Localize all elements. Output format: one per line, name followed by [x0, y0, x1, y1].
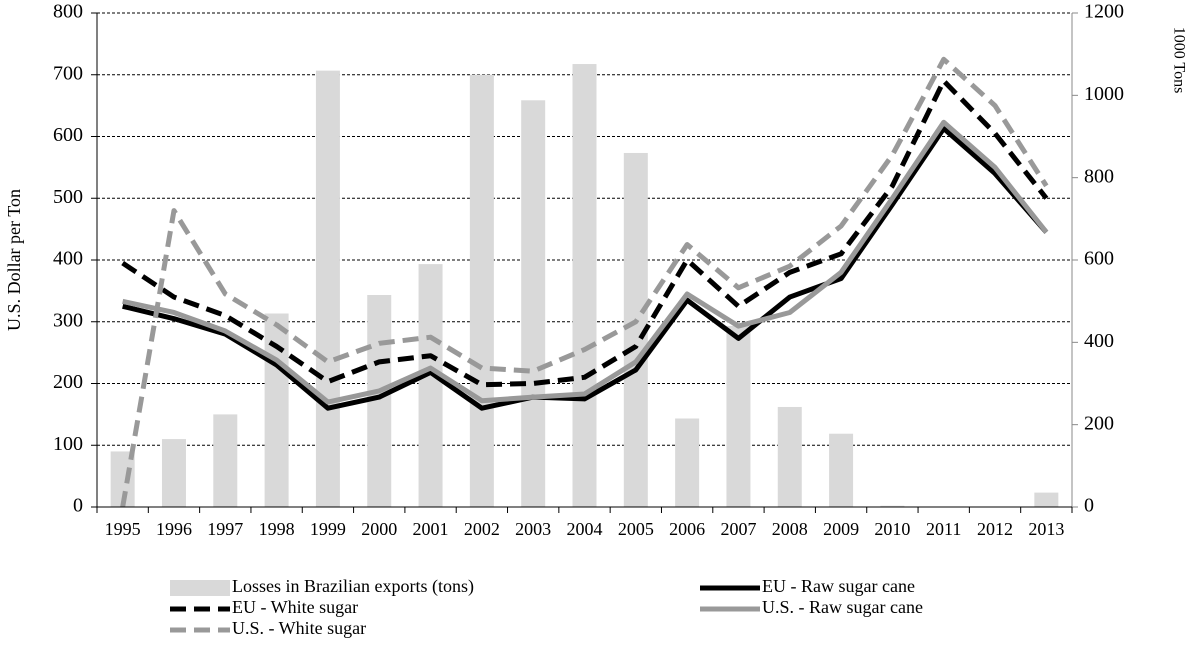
bar — [469, 74, 494, 507]
y2-tick-label: 400 — [1084, 330, 1114, 352]
legend-label: EU - Raw sugar cane — [762, 576, 915, 596]
x-tick-label: 2003 — [515, 519, 551, 539]
y-tick-label: 600 — [53, 124, 83, 146]
x-tick-label: 1995 — [105, 519, 141, 539]
y-tick-label: 0 — [73, 495, 83, 517]
y2-tick-label: 1200 — [1084, 1, 1124, 23]
y-tick-label: 300 — [53, 309, 83, 331]
legend-label: EU - White sugar — [232, 597, 358, 617]
line — [121, 78, 1049, 388]
y2-tick-label: 200 — [1084, 412, 1114, 434]
legend-label: U.S. - Raw sugar cane — [762, 597, 923, 617]
x-tick-label: 2010 — [874, 519, 910, 539]
y-axis-label: U.S. Dollar per Ton — [4, 189, 24, 331]
x-tick-label: 1997 — [207, 519, 243, 539]
legend-label: Losses in Brazilian exports (tons) — [232, 576, 474, 597]
x-tick-label: 2000 — [361, 519, 397, 539]
x-tick-label: 1999 — [310, 519, 346, 539]
y2-tick-label: 600 — [1084, 248, 1114, 270]
bar — [264, 313, 289, 507]
x-tick-label: 2006 — [669, 519, 705, 539]
y-tick-label: 100 — [53, 433, 83, 455]
x-tick-label: 2012 — [977, 519, 1013, 539]
x-tick-label: 2004 — [567, 519, 603, 539]
x-tick-label: 2008 — [772, 519, 808, 539]
bar — [418, 264, 443, 507]
legend-swatch — [170, 580, 230, 596]
bar — [161, 439, 186, 507]
bar — [1034, 492, 1059, 507]
y2-tick-label: 1000 — [1084, 83, 1124, 105]
y2-axis-label: 1000 Tons — [1170, 27, 1187, 94]
x-tick-label: 2013 — [1028, 519, 1064, 539]
x-tick-label: 2009 — [823, 519, 859, 539]
x-tick-label: 1998 — [259, 519, 295, 539]
line — [120, 56, 1049, 508]
y2-tick-label: 0 — [1084, 495, 1094, 517]
bar — [777, 406, 802, 507]
x-tick-label: 2005 — [618, 519, 654, 539]
y-tick-label: 800 — [53, 1, 83, 23]
bar — [880, 505, 905, 507]
x-tick-label: 1996 — [156, 519, 192, 539]
x-tick-label: 2007 — [720, 519, 756, 539]
bar — [521, 100, 546, 508]
line — [122, 125, 1049, 411]
y-tick-label: 500 — [53, 186, 83, 208]
line — [122, 119, 1049, 405]
y2-tick-label: 800 — [1084, 165, 1114, 187]
y-tick-label: 700 — [53, 62, 83, 84]
bar — [315, 70, 340, 507]
bar — [572, 64, 597, 508]
x-tick-label: 2011 — [926, 519, 961, 539]
bar — [675, 418, 700, 507]
bar — [726, 325, 751, 507]
x-tick-label: 2001 — [413, 519, 449, 539]
y-tick-label: 400 — [53, 248, 83, 270]
legend-label: U.S. - White sugar — [232, 618, 366, 638]
y-tick-label: 200 — [53, 371, 83, 393]
x-tick-label: 2002 — [464, 519, 500, 539]
bar — [213, 414, 238, 507]
bar — [829, 433, 854, 507]
